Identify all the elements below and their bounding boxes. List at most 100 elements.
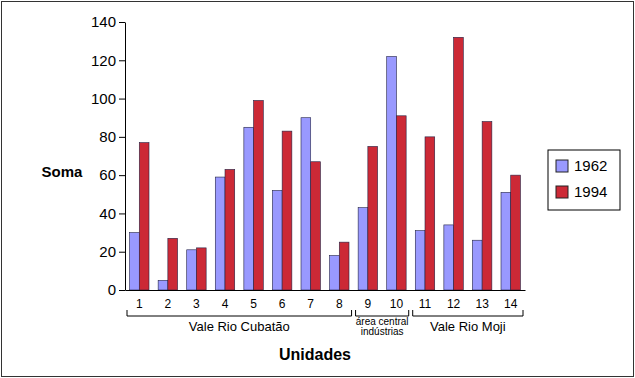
tick-mark <box>119 22 125 23</box>
tick-label: 8 <box>336 297 343 311</box>
tick: 8 <box>336 290 343 311</box>
bar <box>415 231 425 290</box>
y-axis-title: Soma <box>42 163 84 180</box>
bars <box>130 37 521 290</box>
bar <box>158 280 168 290</box>
bar <box>368 146 378 290</box>
tick-mark <box>119 137 125 138</box>
bar <box>139 143 149 290</box>
tick-label: 9 <box>365 297 372 311</box>
tick: 140 <box>91 13 125 30</box>
tick-mark <box>119 252 125 253</box>
tick-label: 20 <box>99 243 116 260</box>
tick-label: 3 <box>193 297 200 311</box>
tick-label: 2 <box>165 297 172 311</box>
group-label: Vale Rio Cubatão <box>189 319 290 334</box>
group-bracket <box>413 310 523 316</box>
bar <box>254 100 264 290</box>
bar <box>168 238 178 290</box>
tick: 7 <box>307 290 314 311</box>
tick-label: 0 <box>108 281 116 298</box>
bar <box>196 248 206 290</box>
bar <box>425 137 435 290</box>
tick: 14 <box>504 290 518 311</box>
bar <box>215 177 225 290</box>
legend-label: 1994 <box>574 183 607 200</box>
bar <box>387 56 397 290</box>
bar <box>444 225 454 290</box>
tick: 60 <box>99 166 125 183</box>
category-groups: Vale Rio Cubatão área centralindústrias Va… <box>127 310 523 337</box>
tick-label: 7 <box>307 297 314 311</box>
bar <box>330 256 340 290</box>
tick-label: 6 <box>279 297 286 311</box>
bar <box>501 192 511 290</box>
tick-label: 5 <box>250 297 257 311</box>
legend-box <box>548 150 620 210</box>
tick-label: 140 <box>91 13 116 30</box>
tick: 13 <box>475 290 489 311</box>
tick-label: 14 <box>504 297 518 311</box>
tick-label: 40 <box>99 205 116 222</box>
tick: 20 <box>99 243 125 260</box>
tick-label: 11 <box>419 297 432 311</box>
chart-frame <box>2 2 634 377</box>
tick: 3 <box>193 290 200 311</box>
series <box>139 37 520 290</box>
group-label: área centralindústrias <box>356 316 409 337</box>
tick: 11 <box>419 290 432 311</box>
tick-mark <box>119 213 125 214</box>
tick-label: 12 <box>447 297 461 311</box>
bar <box>244 127 254 290</box>
chart: 0204060801001201401234567891011121314Val… <box>0 0 635 378</box>
tick-mark <box>119 290 125 291</box>
x-axis-title: Unidades <box>279 346 351 363</box>
tick: 4 <box>222 290 229 311</box>
bar <box>511 175 521 290</box>
group-label: Vale Rio Moji <box>430 319 506 334</box>
bar <box>225 169 235 290</box>
bar <box>282 131 292 290</box>
tick-label: 13 <box>475 297 489 311</box>
bar <box>396 116 406 290</box>
bar <box>272 190 282 290</box>
bar <box>472 240 482 290</box>
tick-label: 60 <box>99 166 116 183</box>
y-axis: 0 20 40 60 80 100 120 140 <box>91 13 126 298</box>
bar <box>339 242 349 290</box>
tick: 1 <box>136 290 143 311</box>
bar <box>187 250 197 290</box>
tick: 80 <box>99 128 125 145</box>
tick: 40 <box>99 205 125 222</box>
x-axis: 1234567891011121314 <box>126 290 526 311</box>
tick: 9 <box>365 290 372 311</box>
group-bracket <box>127 310 352 316</box>
bar <box>311 162 321 290</box>
tick-label: 4 <box>222 297 229 311</box>
legend-swatch <box>556 160 568 172</box>
legend-swatch <box>556 186 568 198</box>
tick: 120 <box>91 52 125 69</box>
axis-line <box>126 290 526 291</box>
bar <box>454 37 464 290</box>
legend: 1962 1994 <box>548 150 620 210</box>
tick-label: 120 <box>91 52 116 69</box>
bar <box>301 118 311 290</box>
tick: 10 <box>390 290 404 311</box>
bar <box>130 233 140 290</box>
tick-label: 80 <box>99 128 116 145</box>
legend-label: 1962 <box>574 157 607 174</box>
tick-label: 100 <box>91 90 116 107</box>
tick: 100 <box>91 90 125 107</box>
bar <box>358 208 368 290</box>
tick: 12 <box>447 290 461 311</box>
tick-mark <box>119 175 125 176</box>
tick: 5 <box>250 290 257 311</box>
tick-mark <box>119 99 125 100</box>
tick-label: 10 <box>390 297 404 311</box>
bar <box>482 122 492 290</box>
tick-mark <box>119 60 125 61</box>
tick: 6 <box>279 290 286 311</box>
axis-line <box>125 23 126 291</box>
tick: 2 <box>165 290 172 311</box>
